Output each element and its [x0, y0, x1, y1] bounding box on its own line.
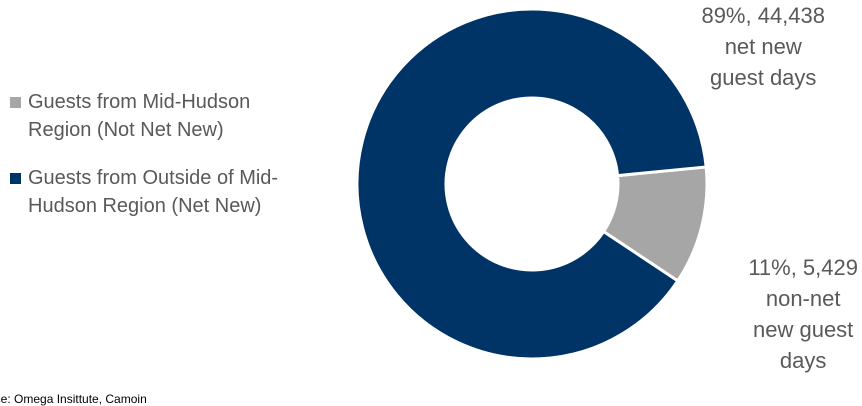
data-label-line: guest days: [710, 65, 817, 90]
data-label-line: 11%, 5,429: [748, 255, 858, 280]
slice-outside-mid-hudson: [355, 7, 708, 361]
legend-label-line1: Guests from Mid-Hudson: [28, 91, 251, 113]
legend-item-mid-hudson: Guests from Mid-Hudson Region (Not Net N…: [10, 88, 350, 144]
legend-label-line1: Guests from Outside of Mid-: [28, 167, 279, 189]
legend-swatch-navy: [10, 173, 21, 184]
data-label-line: net new: [724, 34, 802, 59]
legend-item-outside-mid-hudson: Guests from Outside of Mid- Hudson Regio…: [10, 164, 350, 220]
legend-label-line2: Region (Not Net New): [28, 119, 224, 141]
data-label-line: 89%, 44,438: [701, 3, 825, 28]
data-label-line: days: [779, 348, 827, 373]
data-label-line: non-net: [765, 286, 841, 311]
legend: Guests from Mid-Hudson Region (Not Net N…: [10, 88, 350, 240]
source-note: urce: Omega Insittute, Camoin: [0, 392, 147, 406]
legend-label-line2: Hudson Region (Net New): [28, 195, 262, 217]
data-label-line: new guest: [753, 317, 854, 342]
data-label-net-new: 89%, 44,438 net new guest days: [701, 0, 825, 93]
data-label-non-net-new: 11%, 5,429 non-net new guest days: [748, 252, 858, 376]
legend-swatch-gray: [10, 97, 21, 108]
slice-group: [355, 7, 709, 361]
